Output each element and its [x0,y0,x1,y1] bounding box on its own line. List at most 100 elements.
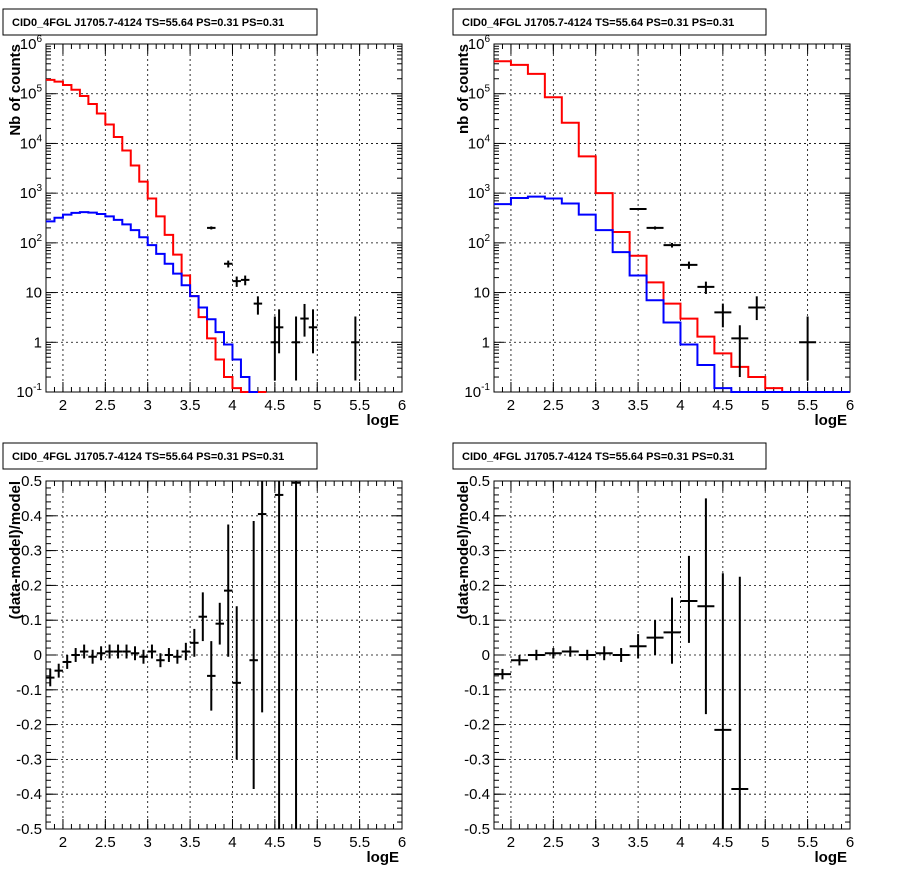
plot-title: CID0_4FGL J1705.7-4124 TS=55.64 PS=0.31 … [462,451,734,463]
data-point [697,281,715,294]
data-point [240,275,250,286]
y-tick-label: 10-1 [464,382,490,401]
x-tick-label: 6 [398,397,406,414]
title-box [2,442,318,470]
x-tick-label: 4.5 [712,397,733,414]
y-tick-label: 0.5 [21,473,42,490]
data-point [249,521,258,789]
title-box [452,442,767,470]
y-axis-label: (data-model)/model [455,481,472,619]
data-point [96,646,106,661]
data-point [578,649,596,661]
y-axis-label: nb of counts [455,44,472,134]
x-tick-label: 6 [846,397,854,414]
y-tick-label: 10 [25,285,42,302]
y-tick-label: -0.3 [16,751,42,768]
x-tick-label: 3.5 [628,834,649,851]
data-point [253,296,263,315]
data-point [291,481,301,829]
y-tick-label: 0.2 [469,577,490,594]
y-tick-label: 106 [468,34,491,53]
data-point [190,628,199,657]
data-point [198,592,208,642]
x-tick-label: 4 [676,397,684,414]
data-point [215,602,224,645]
y-tick-label: -0.1 [464,682,490,699]
y-tick-label: 0.2 [21,577,42,594]
x-tick-label: 2.5 [543,834,564,851]
x-tick-label: 4.5 [264,397,285,414]
y-tick-label: 102 [468,233,491,252]
data-point [595,646,613,661]
data-point [232,606,241,760]
plot-title: CID0_4FGL J1705.7-4124 TS=55.64 PS=0.31 … [12,17,284,29]
y-tick-label: 103 [20,183,43,202]
data-point [646,226,664,230]
x-tick-label: 5 [313,397,321,414]
y-tick-label: -0.2 [16,717,42,734]
data-point [663,597,681,664]
data-point [697,498,715,715]
x-tick-label: 2 [507,834,515,851]
data-point [147,644,157,659]
data-point [748,296,766,321]
y-tick-label: 106 [20,34,43,53]
series-line-2 [494,195,850,393]
data-point [629,634,647,659]
data-point [291,316,301,381]
data-point [646,620,664,655]
y-tick-label: -0.2 [464,717,490,734]
x-tick-label: 5.5 [349,397,370,414]
data-point [122,644,131,659]
y-tick-label: 0.1 [469,612,490,629]
series-line-1 [494,60,850,393]
data-point [105,644,114,659]
y-tick-label: 104 [468,133,491,152]
data-point [731,576,749,829]
series-line-1 [46,78,267,393]
y-tick-label: 0 [34,647,42,664]
data-point [510,655,528,666]
x-tick-label: 3.5 [628,397,649,414]
y-axis-label: (data-model)/model [7,481,24,619]
data-point [88,649,97,664]
data-point [71,648,80,662]
data-point [612,648,630,662]
plot-title: CID0_4FGL J1705.7-4124 TS=55.64 PS=0.31 … [462,17,734,29]
data-point [207,641,216,711]
data-point [79,644,89,659]
data-point [527,649,545,661]
x-tick-label: 3.5 [180,834,201,851]
x-axis-label: logE [815,412,848,429]
y-tick-label: -0.5 [16,821,42,838]
y-tick-label: 0.3 [21,543,42,560]
data-point [207,226,216,230]
y-tick-label: 103 [468,183,491,202]
data-point [181,642,191,661]
data-point [731,325,749,378]
plot-area [45,480,403,830]
y-tick-label: -0.1 [16,682,42,699]
y-tick-label: -0.4 [464,786,490,803]
y-tick-label: 102 [20,233,43,252]
y-tick-label: 1 [482,334,490,351]
data-point [274,481,284,829]
y-tick-label: 0.5 [469,473,490,490]
y-tick-label: 0.4 [21,508,42,525]
x-tick-label: 5.5 [797,834,818,851]
data-point [351,316,360,381]
x-tick-label: 5 [761,834,769,851]
x-tick-label: 5 [761,397,769,414]
data-point [139,649,148,664]
x-tick-label: 4 [228,834,236,851]
title-box [2,8,318,36]
y-tick-label: 0.1 [21,612,42,629]
data-point [46,668,55,687]
x-tick-label: 3 [592,397,600,414]
x-tick-label: 6 [846,834,854,851]
data-point [680,261,698,269]
x-tick-label: 5.5 [797,397,818,414]
x-tick-label: 3 [144,397,152,414]
x-tick-label: 5 [313,834,321,851]
